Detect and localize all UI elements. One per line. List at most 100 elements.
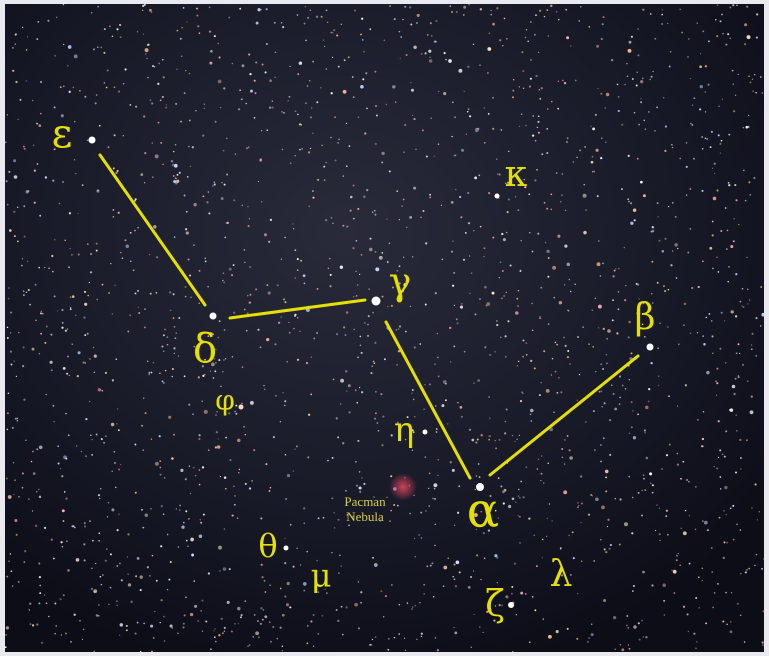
star bbox=[232, 274, 233, 275]
star bbox=[746, 257, 747, 258]
star bbox=[321, 145, 323, 147]
star bbox=[39, 592, 41, 594]
star bbox=[380, 590, 382, 592]
star bbox=[247, 295, 248, 296]
star bbox=[143, 115, 145, 117]
star bbox=[7, 337, 9, 339]
star bbox=[592, 127, 595, 130]
star bbox=[84, 291, 86, 293]
star bbox=[525, 37, 527, 39]
star bbox=[515, 311, 519, 315]
star bbox=[500, 485, 502, 487]
star bbox=[355, 461, 357, 463]
star bbox=[213, 630, 214, 631]
star bbox=[161, 345, 163, 347]
star bbox=[336, 417, 338, 419]
star bbox=[601, 38, 603, 40]
star bbox=[492, 237, 494, 239]
star bbox=[632, 410, 634, 412]
star bbox=[130, 104, 132, 106]
star bbox=[300, 564, 301, 565]
star bbox=[435, 41, 437, 43]
star bbox=[471, 439, 474, 442]
star bbox=[116, 600, 118, 602]
star bbox=[93, 48, 95, 50]
star bbox=[18, 332, 19, 333]
star bbox=[487, 72, 489, 74]
star bbox=[50, 361, 53, 364]
star bbox=[492, 292, 495, 295]
star bbox=[630, 202, 632, 204]
star bbox=[624, 299, 626, 301]
star bbox=[551, 520, 552, 521]
star bbox=[665, 515, 667, 517]
star bbox=[520, 400, 522, 402]
star bbox=[118, 90, 120, 92]
star bbox=[398, 328, 400, 330]
star bbox=[458, 69, 462, 73]
star bbox=[540, 382, 541, 383]
star bbox=[8, 287, 10, 289]
star bbox=[502, 270, 504, 272]
bright-star bbox=[284, 546, 289, 551]
star bbox=[518, 290, 519, 291]
star bbox=[726, 514, 727, 515]
star bbox=[79, 620, 80, 621]
star bbox=[44, 594, 45, 595]
star bbox=[241, 403, 243, 405]
star bbox=[261, 130, 262, 131]
star bbox=[332, 223, 333, 224]
star bbox=[149, 9, 152, 12]
star bbox=[737, 603, 739, 605]
star bbox=[460, 306, 463, 309]
star bbox=[737, 74, 738, 75]
star bbox=[733, 539, 735, 541]
star bbox=[726, 248, 728, 250]
star bbox=[375, 391, 377, 393]
star bbox=[374, 362, 375, 363]
star bbox=[238, 472, 239, 473]
star bbox=[114, 86, 116, 88]
star bbox=[349, 145, 351, 147]
star bbox=[636, 283, 638, 285]
star bbox=[106, 548, 108, 550]
star bbox=[700, 85, 703, 88]
star bbox=[652, 484, 654, 486]
star bbox=[706, 138, 708, 140]
star bbox=[484, 107, 485, 108]
star bbox=[280, 421, 281, 422]
star bbox=[54, 633, 55, 634]
star bbox=[451, 251, 453, 253]
star bbox=[680, 478, 682, 480]
star bbox=[452, 285, 454, 287]
star bbox=[750, 410, 754, 414]
star bbox=[115, 487, 117, 489]
star bbox=[538, 116, 540, 118]
star bbox=[748, 181, 750, 183]
star bbox=[108, 292, 110, 294]
star bbox=[396, 329, 397, 330]
star bbox=[324, 46, 325, 47]
star bbox=[459, 196, 461, 198]
star bbox=[273, 436, 275, 438]
star bbox=[720, 152, 721, 153]
star bbox=[361, 254, 363, 256]
star bbox=[77, 375, 79, 377]
bright-star bbox=[423, 430, 428, 435]
star bbox=[87, 139, 89, 141]
star bbox=[27, 36, 28, 37]
star bbox=[517, 515, 518, 516]
star bbox=[375, 251, 377, 253]
star bbox=[470, 576, 472, 578]
star bbox=[141, 425, 143, 427]
star bbox=[221, 618, 223, 620]
star bbox=[353, 218, 355, 220]
star bbox=[663, 97, 664, 98]
star bbox=[600, 539, 602, 541]
star bbox=[224, 476, 227, 479]
star bbox=[645, 128, 647, 130]
star bbox=[517, 365, 518, 366]
star bbox=[5, 634, 7, 636]
star-label: α bbox=[467, 483, 499, 539]
star bbox=[360, 602, 362, 604]
